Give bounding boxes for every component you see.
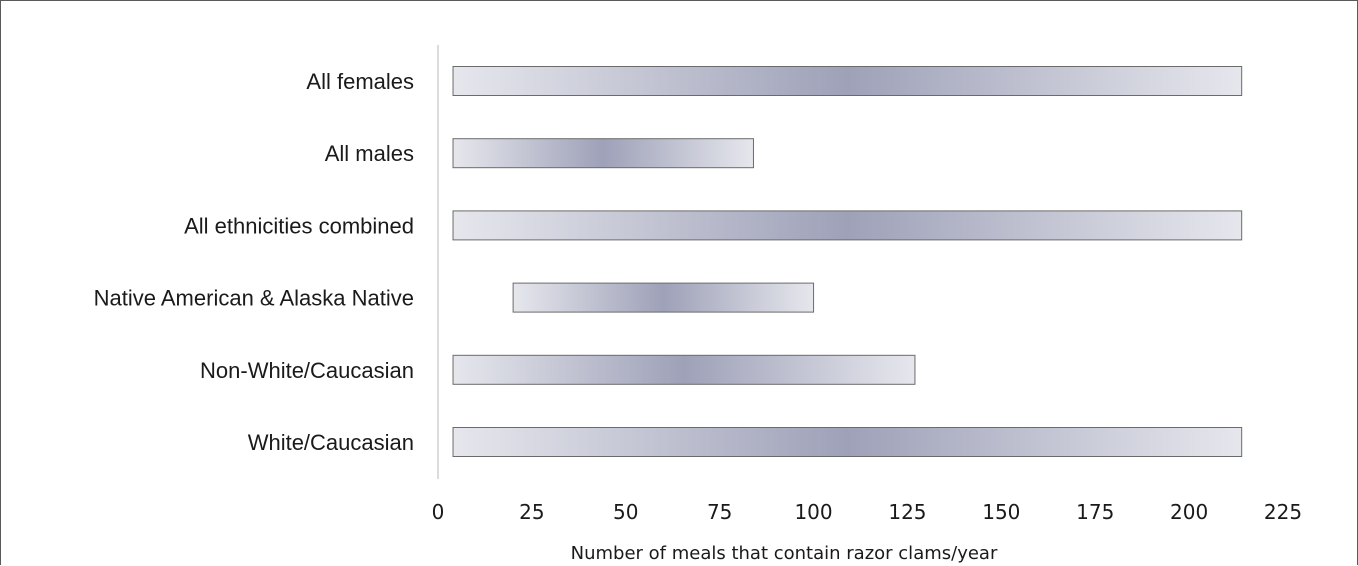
x-tick-label-7: 175 (1076, 500, 1114, 524)
bar-5 (452, 427, 1243, 457)
x-tick-label-4: 100 (794, 500, 832, 524)
bar-0 (452, 66, 1243, 96)
bar-2 (452, 210, 1243, 241)
x-tick-label-1: 25 (519, 500, 544, 524)
x-tick-label-2: 50 (613, 500, 638, 524)
category-label-3: Native American & Alaska Native (94, 286, 414, 311)
category-label-2: All ethnicities combined (184, 213, 414, 238)
bar-3 (512, 282, 815, 313)
x-tick-label-0: 0 (432, 500, 445, 524)
x-tick-labels: 0 25 50 75 100 125 150 175 200 225 (432, 500, 1302, 524)
category-label-5: White/Caucasian (248, 430, 414, 455)
x-tick-label-6: 150 (982, 500, 1020, 524)
category-label-4: Non-White/Caucasian (200, 358, 414, 383)
bars (452, 66, 1243, 457)
bar-4 (452, 354, 916, 385)
category-label-0: All females (306, 69, 414, 94)
category-labels: All females All males All ethnicities comb… (94, 69, 414, 455)
x-tick-label-8: 200 (1170, 500, 1208, 524)
x-tick-label-5: 125 (888, 500, 926, 524)
category-label-1: All males (325, 141, 414, 166)
x-tick-label-3: 75 (707, 500, 732, 524)
bar-1 (452, 138, 754, 169)
x-tick-label-9: 225 (1264, 500, 1302, 524)
x-axis-title: Number of meals that contain razor clams… (571, 543, 998, 564)
